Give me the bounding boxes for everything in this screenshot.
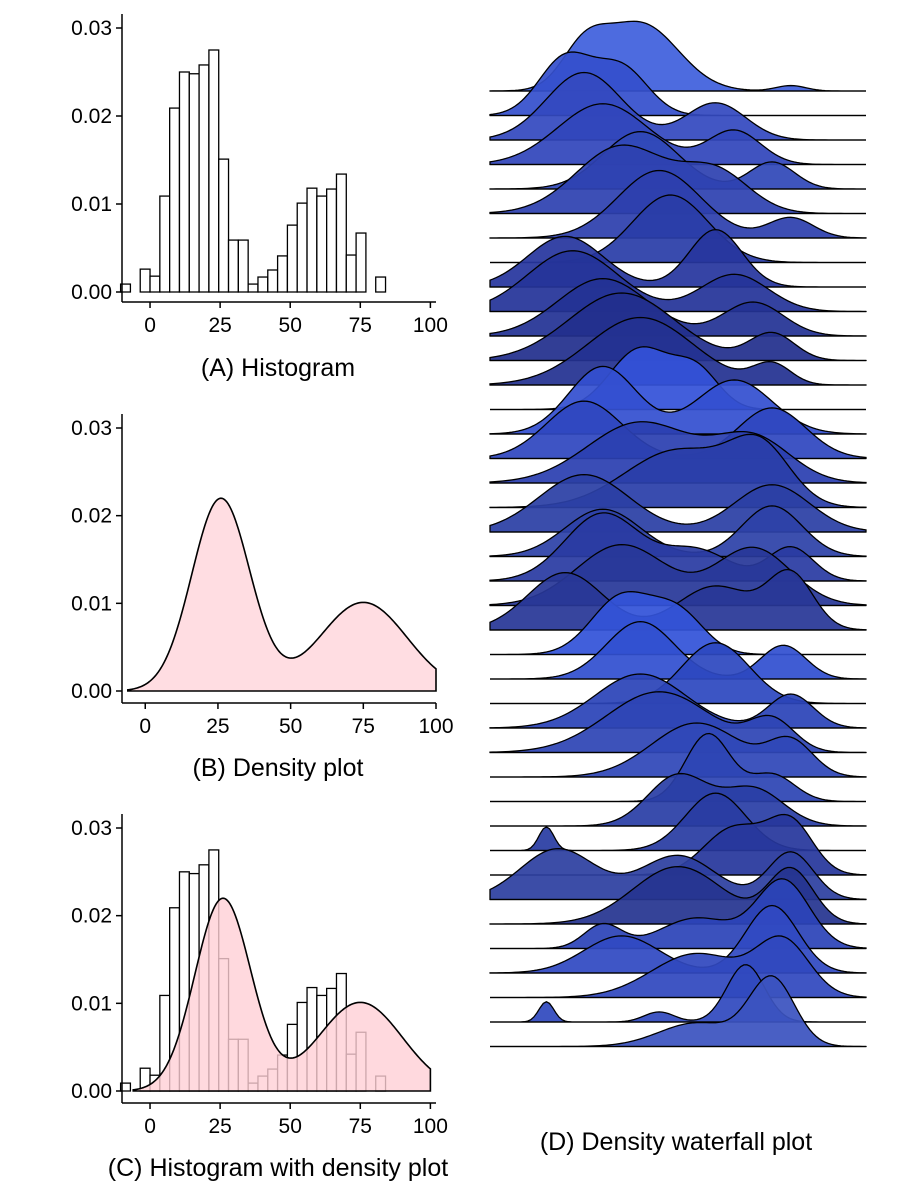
panel-a-bar <box>276 255 289 293</box>
panel-a-bar <box>208 49 220 293</box>
panel-a-x-tick-label: 50 <box>279 314 302 337</box>
panel-c-y-tick-label: 0.02 <box>71 905 112 928</box>
panel-b-y-tick-label: 0.01 <box>71 592 112 615</box>
panel-c-histogram-with-density: 0.00 0.01 0.02 0.03 0 25 50 75 100 <box>71 814 448 1138</box>
panel-c-caption: (C) Histogram with density plot <box>108 1154 448 1182</box>
panel-c-x-tick-label: 0 <box>144 1115 156 1138</box>
panel-a-x-tick-label: 0 <box>144 314 156 337</box>
panel-d-caption: (D) Density waterfall plot <box>540 1128 812 1156</box>
panel-a-bar <box>296 202 308 293</box>
panel-a-bar <box>188 73 200 293</box>
panel-c-bar <box>119 1082 132 1092</box>
panel-a-bar <box>139 268 151 293</box>
panel-a-y-tick-label: 0.02 <box>71 105 112 128</box>
panel-a-bar <box>267 269 279 293</box>
panel-a-bar <box>247 283 259 293</box>
panel-b-y-tick-label: 0.02 <box>71 505 112 528</box>
panel-a-bar <box>375 276 387 293</box>
panel-a-bar <box>345 254 357 293</box>
panel-a-bar <box>306 187 318 293</box>
ridge-28 <box>489 691 867 754</box>
panel-a-bar <box>227 239 239 293</box>
panel-a-bar <box>169 107 181 293</box>
panel-b-y-tick-label: 0.03 <box>71 417 112 440</box>
panel-a-bar <box>355 232 367 293</box>
panel-b-x-tick-label: 0 <box>139 715 151 738</box>
panel-c-x-tick-label: 25 <box>208 1115 231 1138</box>
panel-a-bar <box>326 188 338 293</box>
panel-a-bar <box>237 239 249 293</box>
panel-a-histogram: 0.00 0.01 0.02 0.03 0 25 50 75 100 <box>71 14 448 337</box>
panel-b-caption: (B) Density plot <box>193 754 364 782</box>
panel-a-bar <box>149 275 161 293</box>
panel-a-y-tick-label: 0.00 <box>71 281 112 304</box>
panel-a-bar <box>218 158 230 293</box>
panel-a-bar <box>335 173 347 293</box>
panel-b-x-tick-label: 25 <box>206 715 229 738</box>
panel-a-y-tick-label: 0.03 <box>71 17 112 40</box>
panel-a-caption: (A) Histogram <box>201 354 355 382</box>
panel-a-bar <box>198 64 210 293</box>
panel-b-density-area <box>127 497 437 692</box>
panel-c-density-area <box>132 897 432 1092</box>
panel-a-x-tick-label: 25 <box>208 314 231 337</box>
ridge-25 <box>490 620 867 680</box>
panel-a-bar <box>316 195 328 293</box>
ridge-4 <box>489 103 866 166</box>
ridge-23 <box>489 568 867 631</box>
panel-b-y-tick-label: 0.00 <box>71 680 112 703</box>
panel-c-y-tick-label: 0.01 <box>71 992 112 1015</box>
panel-a-bar <box>159 195 171 293</box>
panel-b-x-tick-label: 50 <box>279 715 302 738</box>
panel-b-density-plot: 0.00 0.01 0.02 0.03 0 25 50 75 100 <box>71 414 454 738</box>
panel-c-y-tick-label: 0.03 <box>71 817 112 840</box>
panel-c-x-tick-label: 100 <box>413 1115 448 1138</box>
panel-c-x-tick-label: 75 <box>349 1115 372 1138</box>
panel-a-y-tick-label: 0.01 <box>71 193 112 216</box>
panel-b-x-tick-label: 75 <box>352 715 375 738</box>
panel-a-bar <box>257 276 269 293</box>
ridge-12 <box>489 292 867 362</box>
panel-a-bar <box>119 283 132 293</box>
panel-c-y-tick-label: 0.00 <box>71 1080 112 1103</box>
panel-a-x-tick-label: 75 <box>349 314 372 337</box>
panel-a-x-tick-label: 100 <box>413 314 448 337</box>
panel-a-bar <box>178 71 190 293</box>
ridge-13 <box>489 316 867 386</box>
panel-c-x-tick-label: 50 <box>279 1115 302 1138</box>
panel-d-density-waterfall <box>489 20 867 1048</box>
panel-b-x-tick-label: 100 <box>418 715 453 738</box>
panel-a-bar <box>286 224 298 293</box>
